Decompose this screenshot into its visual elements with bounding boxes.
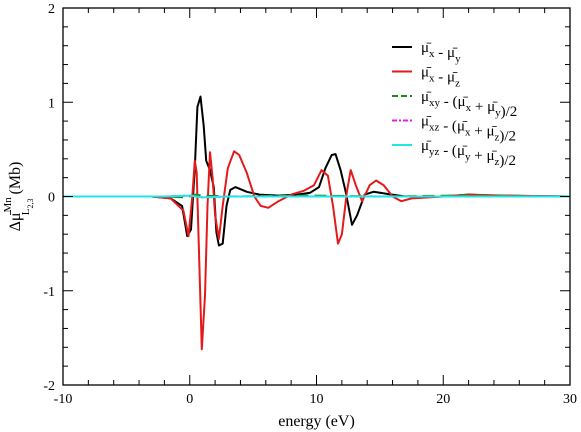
series-layer [63, 95, 571, 351]
y-axis-label: Δμ̄Mn L2,3 (Mb) [2, 162, 35, 232]
x-tick-label: 20 [436, 392, 450, 407]
series-line-2 [63, 150, 571, 351]
y-tick-label: 0 [48, 191, 55, 206]
series-line-5 [63, 194, 570, 199]
legend-label-5: μ̄yz - (μ̄y + μ̄z)/2 [421, 138, 516, 169]
x-tick-label: 30 [563, 392, 577, 407]
series-line-1 [63, 95, 571, 247]
x-tick-label: -10 [54, 392, 73, 407]
legend-label-1: μ̄x - μ̄y [421, 40, 461, 65]
legend: μ̄x - μ̄yμ̄x - μ̄zμ̄xy - (μ̄x + μ̄y)/2μ̄… [392, 40, 517, 169]
y-tick-label: -2 [43, 379, 55, 394]
legend-label-2: μ̄x - μ̄z [421, 65, 460, 90]
x-tick-label: 10 [310, 392, 324, 407]
x-tick-label: 0 [186, 392, 193, 407]
legend-label-3: μ̄xy - (μ̄x + μ̄y)/2 [421, 89, 517, 120]
y-tick-label: 2 [48, 2, 55, 17]
y-tick-label: 1 [48, 96, 55, 111]
y-tick-label: -1 [43, 285, 55, 300]
x-axis-label: energy (eV) [278, 413, 355, 430]
legend-label-4: μ̄xz - (μ̄x + μ̄z)/2 [421, 114, 516, 145]
